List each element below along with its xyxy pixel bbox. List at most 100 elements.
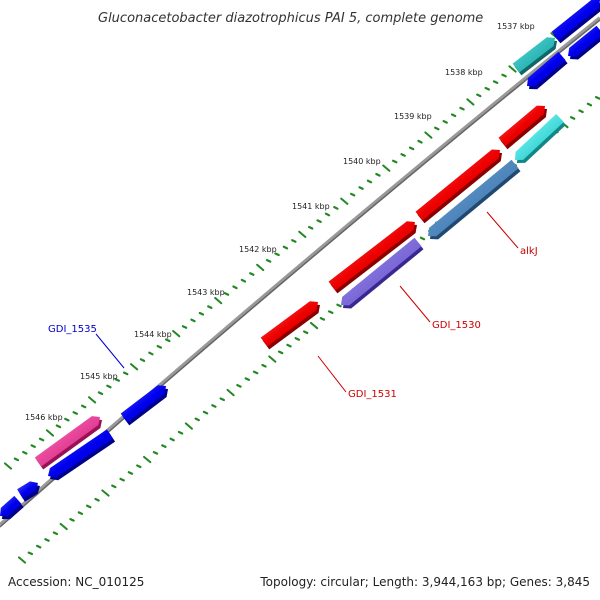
- gene-label-group: GDI_1535 GDI_1530 GDI_1531 alkJ: [48, 211, 538, 400]
- major-tick: [340, 197, 349, 205]
- gene-feature-blue[interactable]: [568, 25, 600, 57]
- gene-feature-blue[interactable]: [120, 385, 166, 423]
- minor-tick: [35, 544, 42, 549]
- gene-feature-blue[interactable]: [48, 429, 114, 478]
- major-tick: [256, 263, 265, 272]
- gene-feature-red[interactable]: [498, 105, 546, 147]
- tick-label: 1543 kbp: [187, 288, 225, 297]
- major-tick: [130, 363, 139, 371]
- minor-tick: [97, 391, 104, 396]
- minor-tick: [291, 239, 297, 243]
- accession-text: Accession: NC_010125: [8, 575, 144, 589]
- minor-tick: [249, 272, 255, 276]
- minor-tick: [252, 370, 259, 375]
- leader-line: [399, 285, 431, 323]
- gene-label-gdi-1531[interactable]: GDI_1531: [348, 389, 397, 400]
- minor-tick: [501, 73, 507, 78]
- minor-tick: [366, 179, 373, 184]
- minor-tick: [450, 113, 457, 118]
- tick-label: 1537 kbp: [497, 22, 535, 31]
- minor-tick: [13, 457, 20, 462]
- major-tick: [214, 296, 223, 305]
- minor-tick: [484, 86, 490, 91]
- minor-tick: [69, 517, 75, 522]
- gene-label-alkj[interactable]: alkJ: [520, 246, 538, 257]
- gene-label-gdi-1535[interactable]: GDI_1535: [48, 324, 97, 335]
- minor-tick: [336, 303, 342, 308]
- gene-feature-steel[interactable]: [428, 159, 519, 237]
- gene-feature-purple[interactable]: [341, 237, 422, 306]
- minor-tick: [333, 206, 339, 210]
- minor-tick: [400, 153, 406, 157]
- minor-tick: [181, 325, 188, 329]
- leader-line: [95, 333, 125, 369]
- major-tick: [424, 131, 433, 139]
- gene-feature-blue[interactable]: [0, 495, 22, 517]
- minor-tick: [294, 337, 301, 341]
- minor-tick: [282, 245, 289, 250]
- major-tick: [298, 230, 307, 238]
- gene-feature-blue[interactable]: [527, 51, 566, 87]
- gene-feature-cyan[interactable]: [515, 114, 564, 160]
- minor-tick: [38, 437, 45, 442]
- gene-label-gdi-1530[interactable]: GDI_1530: [432, 320, 481, 331]
- gene-feature-blue[interactable]: [17, 481, 38, 499]
- tick-label: 1545 kbp: [80, 372, 118, 381]
- minor-tick: [27, 551, 34, 556]
- minor-tick: [476, 93, 482, 98]
- tick-label: 1539 kbp: [394, 112, 432, 121]
- gene-features: [0, 0, 600, 520]
- genome-summary-text: Topology: circular; Length: 3,944,163 bp…: [259, 575, 590, 589]
- minor-tick: [55, 424, 62, 429]
- minor-tick: [261, 363, 267, 368]
- minor-tick: [77, 511, 84, 516]
- minor-tick: [594, 95, 600, 100]
- minor-tick: [232, 285, 238, 290]
- minor-tick: [223, 292, 230, 296]
- major-tick: [88, 396, 97, 404]
- minor-tick: [114, 378, 121, 382]
- minor-tick: [211, 404, 217, 408]
- scale-labels: 1546 kbp 1545 kbp 1544 kbp 1543 kbp 1542…: [25, 22, 535, 422]
- gene-feature-pink[interactable]: [34, 416, 100, 467]
- minor-tick: [94, 497, 100, 502]
- minor-tick: [64, 417, 70, 422]
- gene-feature-red[interactable]: [328, 221, 415, 291]
- minor-tick: [85, 504, 92, 509]
- major-tick: [17, 556, 27, 564]
- leader-line: [317, 355, 347, 393]
- minor-tick: [492, 80, 499, 85]
- gene-feature-red[interactable]: [415, 149, 501, 221]
- major-tick: [45, 429, 55, 437]
- major-tick: [143, 455, 152, 464]
- gene-feature-teal[interactable]: [512, 37, 555, 73]
- gene-feature-red[interactable]: [260, 301, 318, 347]
- minor-tick: [111, 484, 117, 489]
- map-title: Gluconacetobacter diazotrophicus PAI 5, …: [98, 11, 483, 26]
- minor-tick: [190, 318, 196, 323]
- minor-tick: [169, 437, 175, 442]
- minor-tick: [442, 119, 448, 124]
- major-tick: [172, 330, 181, 338]
- minor-tick: [265, 259, 272, 263]
- minor-tick: [106, 384, 112, 389]
- minor-tick: [316, 219, 322, 223]
- minor-tick: [202, 410, 209, 415]
- minor-tick: [127, 471, 134, 475]
- minor-tick: [392, 159, 398, 164]
- minor-tick: [569, 116, 576, 120]
- minor-tick: [219, 397, 225, 402]
- minor-tick: [578, 109, 584, 114]
- minor-tick: [328, 310, 334, 314]
- minor-tick: [139, 358, 146, 362]
- minor-tick: [277, 350, 284, 355]
- major-tick: [268, 355, 277, 363]
- major-tick: [101, 489, 110, 497]
- minor-tick: [72, 411, 79, 415]
- gene-feature-blue[interactable]: [551, 0, 600, 41]
- minor-tick: [152, 451, 159, 455]
- minor-tick: [375, 172, 381, 177]
- major-tick: [466, 98, 475, 106]
- minor-tick: [44, 538, 50, 542]
